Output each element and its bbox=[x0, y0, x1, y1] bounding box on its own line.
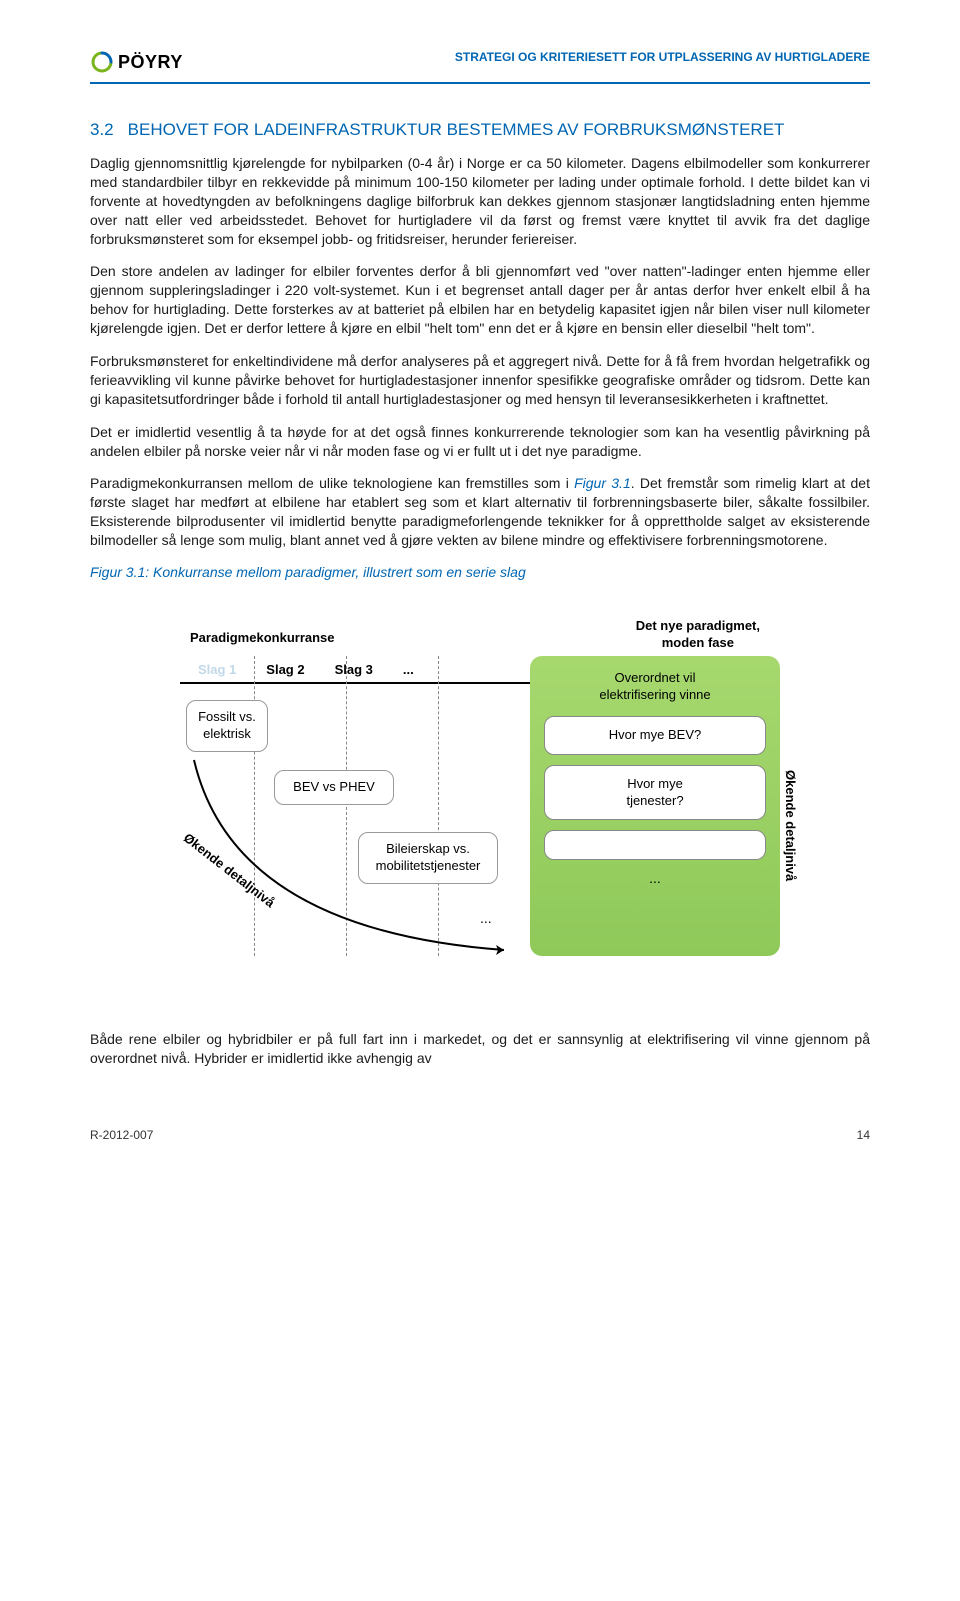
paragraph-3: Forbruksmønsteret for enkeltindividene m… bbox=[90, 352, 870, 409]
diagram-right-header: Det nye paradigmet, moden fase bbox=[636, 618, 760, 652]
document-title: STRATEGI OG KRITERIESETT FOR UTPLASSERIN… bbox=[455, 50, 870, 64]
slag-1-label: Slag 1 bbox=[198, 662, 236, 677]
right-vertical-label: Økende detaljnivå bbox=[783, 770, 798, 881]
green-box-2-l1: Hvor mye bbox=[627, 776, 683, 791]
green-panel-title: Overordnet vil elektrifisering vinne bbox=[544, 670, 766, 704]
slag-ellipsis: ... bbox=[403, 662, 414, 677]
logo-icon bbox=[90, 50, 114, 74]
footer-page-number: 14 bbox=[857, 1128, 870, 1142]
diagram-right-header-l2: moden fase bbox=[662, 635, 734, 650]
box-fossil: Fossilt vs. elektrisk bbox=[186, 700, 268, 752]
section-title: BEHOVET FOR LADEINFRASTRUKTUR BESTEMMES … bbox=[128, 120, 785, 140]
logo: PÖYRY bbox=[90, 50, 183, 74]
logo-text: PÖYRY bbox=[118, 52, 183, 73]
page-header: PÖYRY STRATEGI OG KRITERIESETT FOR UTPLA… bbox=[90, 50, 870, 74]
slag-2-label: Slag 2 bbox=[266, 662, 304, 677]
box-fossil-l1: Fossilt vs. bbox=[198, 709, 256, 724]
figure-reference: Figur 3.1 bbox=[574, 475, 631, 491]
paragraph-5a: Paradigmekonkurransen mellom de ulike te… bbox=[90, 475, 574, 491]
page: PÖYRY STRATEGI OG KRITERIESETT FOR UTPLA… bbox=[0, 0, 960, 1182]
green-box-3-empty bbox=[544, 830, 766, 860]
header-rule bbox=[90, 82, 870, 84]
green-title-l2: elektrifisering vinne bbox=[599, 687, 710, 702]
section-number: 3.2 bbox=[90, 120, 114, 140]
paragraph-5: Paradigmekonkurransen mellom de ulike te… bbox=[90, 474, 870, 550]
diagram-right-header-l1: Det nye paradigmet, bbox=[636, 618, 760, 633]
paragraph-2: Den store andelen av ladinger for elbile… bbox=[90, 262, 870, 338]
paradigm-diagram: Paradigmekonkurranse Det nye paradigmet,… bbox=[180, 600, 780, 980]
box-fossil-l2: elektrisk bbox=[203, 726, 251, 741]
paragraph-6: Både rene elbiler og hybridbiler er på f… bbox=[90, 1030, 870, 1068]
paragraph-4: Det er imidlertid vesentlig å ta høyde f… bbox=[90, 423, 870, 461]
paragraph-1: Daglig gjennomsnittlig kjørelengde for n… bbox=[90, 154, 870, 248]
green-box-2: Hvor mye tjenester? bbox=[544, 765, 766, 821]
figure-caption: Figur 3.1: Konkurranse mellom paradigmer… bbox=[90, 564, 870, 580]
page-footer: R-2012-007 14 bbox=[90, 1128, 870, 1142]
section-heading: 3.2 BEHOVET FOR LADEINFRASTRUKTUR BESTEM… bbox=[90, 120, 870, 140]
slag-row: Slag 1 Slag 2 Slag 3 ... bbox=[180, 662, 414, 677]
green-panel: Overordnet vil elektrifisering vinne Hvo… bbox=[530, 656, 780, 956]
green-title-l1: Overordnet vil bbox=[615, 670, 696, 685]
diagram-left-header: Paradigmekonkurranse bbox=[190, 630, 335, 645]
curve-arrow-icon bbox=[184, 750, 524, 970]
green-box-1: Hvor mye BEV? bbox=[544, 716, 766, 755]
slag-3-label: Slag 3 bbox=[335, 662, 373, 677]
green-dots: ... bbox=[544, 870, 766, 886]
footer-left: R-2012-007 bbox=[90, 1128, 153, 1142]
green-box-2-l2: tjenester? bbox=[626, 793, 683, 808]
